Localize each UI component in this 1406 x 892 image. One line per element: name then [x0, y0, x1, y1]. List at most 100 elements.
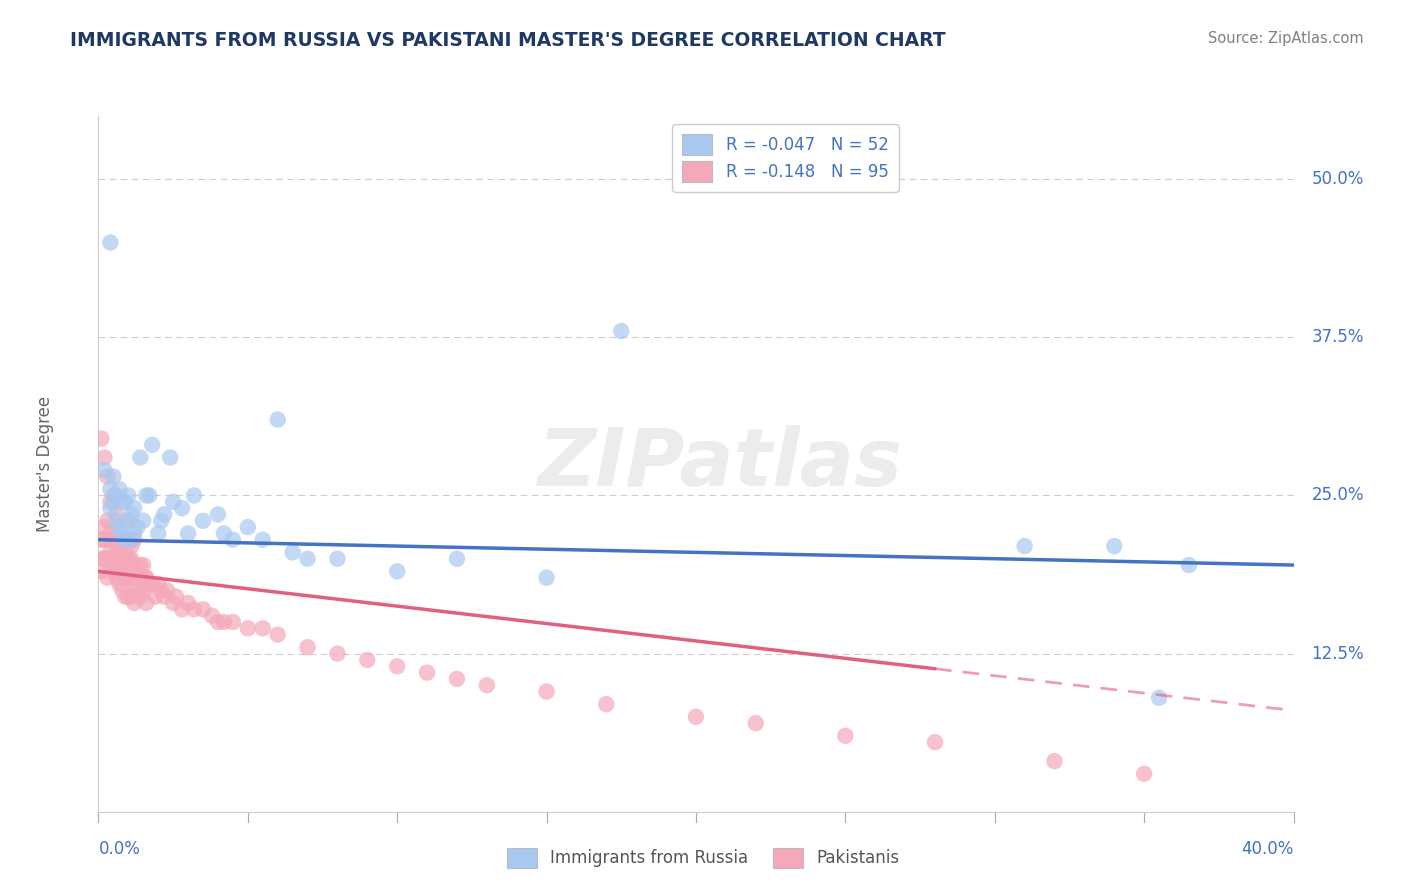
Point	[536, 571, 558, 585]
Text: 25.0%: 25.0%	[1312, 486, 1364, 505]
Point	[120, 508, 142, 522]
Point	[159, 450, 181, 465]
Point	[183, 488, 205, 502]
Point	[105, 558, 128, 572]
Point	[111, 495, 134, 509]
Point	[124, 577, 146, 591]
Point	[267, 412, 290, 426]
Point	[98, 526, 122, 541]
Point	[129, 558, 152, 572]
Point	[201, 608, 224, 623]
Point	[326, 551, 349, 566]
Point	[191, 602, 214, 616]
Point	[120, 551, 142, 566]
Text: IMMIGRANTS FROM RUSSIA VS PAKISTANI MASTER'S DEGREE CORRELATION CHART: IMMIGRANTS FROM RUSSIA VS PAKISTANI MAST…	[70, 31, 946, 50]
Point	[98, 558, 122, 572]
Point	[114, 495, 136, 509]
Point	[90, 432, 112, 446]
Point	[117, 488, 139, 502]
Point	[105, 571, 128, 585]
Point	[385, 565, 409, 579]
Point	[124, 501, 146, 516]
Point	[98, 545, 122, 559]
Point	[111, 526, 134, 541]
Point	[207, 508, 229, 522]
Point	[117, 514, 139, 528]
Point	[129, 571, 152, 585]
Point	[162, 596, 184, 610]
Point	[156, 583, 179, 598]
Point	[127, 565, 149, 579]
Point	[114, 558, 136, 572]
Point	[212, 526, 235, 541]
Point	[98, 235, 122, 250]
Point	[93, 533, 115, 547]
Point	[108, 520, 131, 534]
Point	[117, 533, 139, 547]
Point	[96, 571, 118, 585]
Point	[236, 621, 259, 635]
Point	[98, 501, 122, 516]
Point	[148, 526, 170, 541]
Point	[117, 514, 139, 528]
Point	[267, 627, 290, 641]
Point	[141, 438, 163, 452]
Legend: Immigrants from Russia, Pakistanis: Immigrants from Russia, Pakistanis	[501, 841, 905, 875]
Point	[96, 469, 118, 483]
Point	[108, 520, 131, 534]
Point	[93, 450, 115, 465]
Point	[108, 482, 131, 496]
Point	[610, 324, 633, 338]
Point	[111, 533, 134, 547]
Point	[153, 590, 176, 604]
Point	[93, 551, 115, 566]
Point	[536, 684, 558, 698]
Point	[93, 463, 115, 477]
Point	[103, 488, 125, 502]
Point	[143, 590, 166, 604]
Point	[252, 533, 274, 547]
Point	[90, 565, 112, 579]
Point	[103, 469, 125, 483]
Point	[150, 514, 173, 528]
Point	[135, 571, 157, 585]
Point	[1147, 690, 1170, 705]
Point	[127, 583, 149, 598]
Point	[1014, 539, 1036, 553]
Point	[96, 514, 118, 528]
Point	[132, 583, 155, 598]
Point	[120, 533, 142, 547]
Point	[416, 665, 439, 680]
Point	[212, 615, 235, 629]
Point	[177, 596, 200, 610]
Point	[117, 551, 139, 566]
Point	[96, 551, 118, 566]
Point	[172, 602, 194, 616]
Point	[103, 533, 125, 547]
Point	[745, 716, 768, 731]
Point	[475, 678, 498, 692]
Text: 37.5%: 37.5%	[1312, 328, 1364, 346]
Point	[1043, 754, 1066, 768]
Point	[356, 653, 378, 667]
Point	[114, 571, 136, 585]
Point	[207, 615, 229, 629]
Point	[120, 590, 142, 604]
Point	[236, 520, 259, 534]
Point	[222, 615, 245, 629]
Point	[138, 577, 160, 591]
Point	[1104, 539, 1126, 553]
Point	[326, 647, 349, 661]
Point	[105, 508, 128, 522]
Point	[129, 450, 152, 465]
Point	[153, 508, 176, 522]
Point	[135, 596, 157, 610]
Point	[124, 596, 146, 610]
Point	[120, 539, 142, 553]
Point	[108, 558, 131, 572]
Point	[111, 583, 134, 598]
Point	[124, 526, 146, 541]
Legend: R = -0.047   N = 52, R = -0.148   N = 95: R = -0.047 N = 52, R = -0.148 N = 95	[672, 124, 898, 192]
Point	[191, 514, 214, 528]
Point	[127, 520, 149, 534]
